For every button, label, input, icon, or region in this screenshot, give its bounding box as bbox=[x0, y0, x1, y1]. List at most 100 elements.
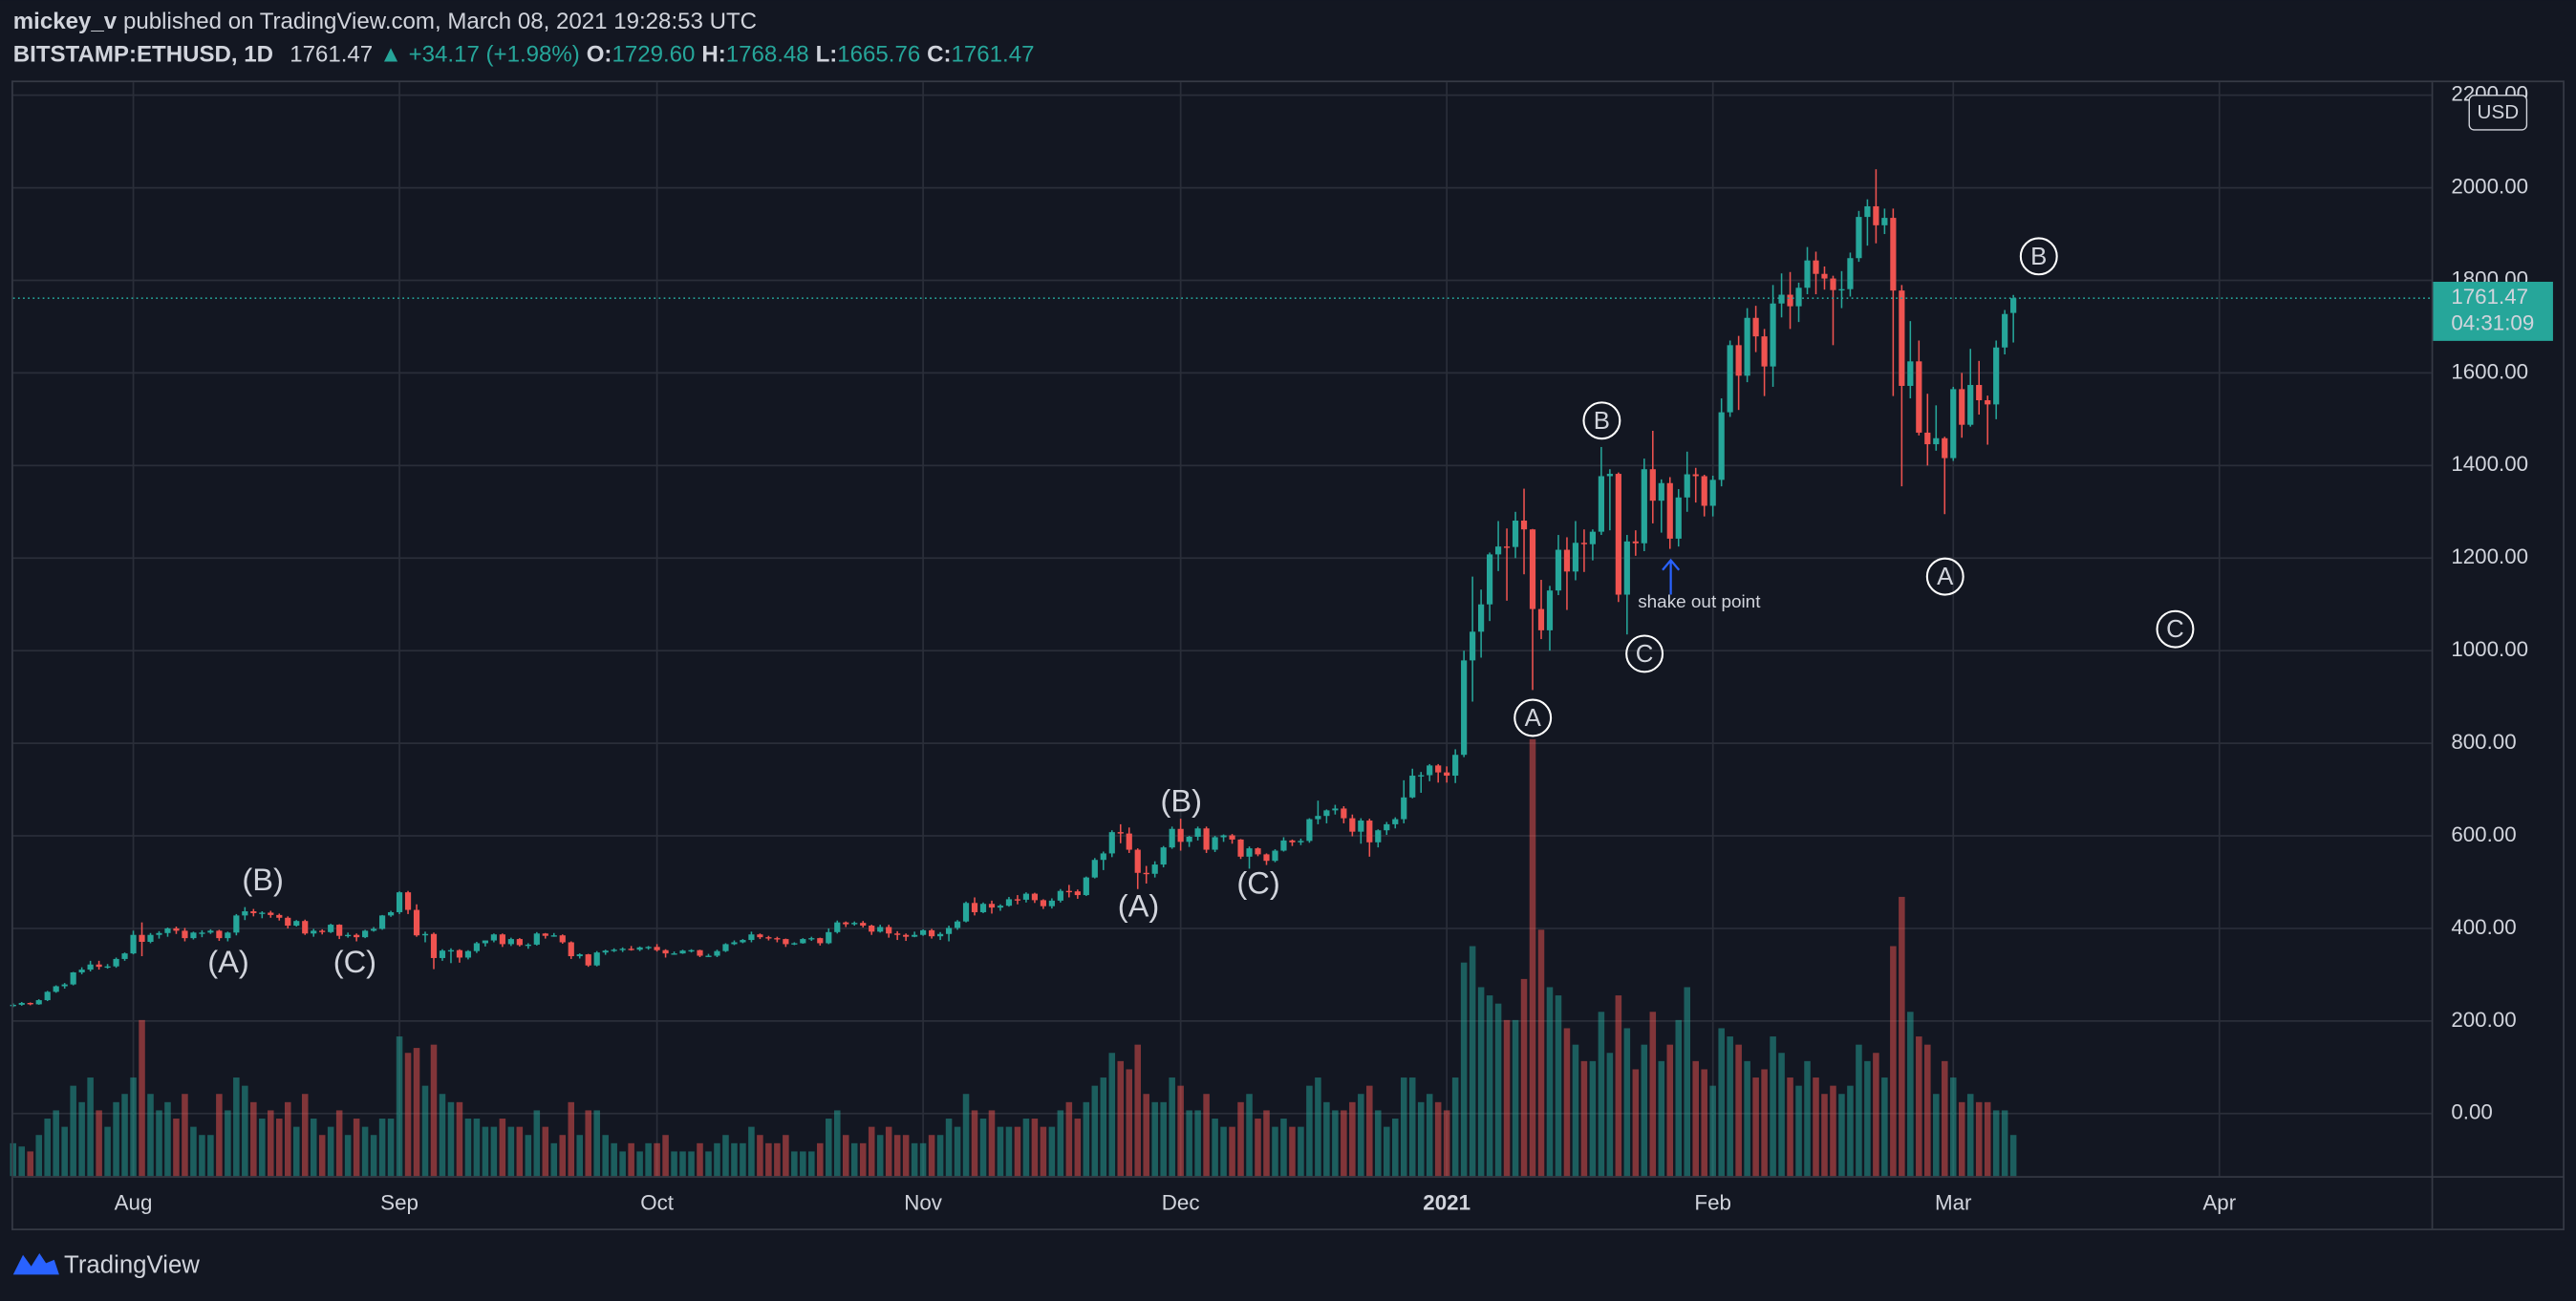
candle-body bbox=[1950, 389, 1957, 459]
candle-body bbox=[903, 934, 910, 937]
volume-bar bbox=[688, 1151, 695, 1177]
candle-body bbox=[1289, 840, 1296, 842]
volume-bar bbox=[1108, 1053, 1116, 1177]
volume-bar bbox=[61, 1126, 68, 1177]
candle-body bbox=[2010, 298, 2017, 313]
candle-body bbox=[988, 904, 996, 908]
volume-bar bbox=[1143, 1094, 1149, 1177]
volume-bar bbox=[1451, 1077, 1459, 1177]
volume-bar bbox=[268, 1110, 274, 1177]
candle-body bbox=[1486, 554, 1493, 605]
volume-bar bbox=[1126, 1069, 1133, 1177]
candle-body bbox=[516, 939, 523, 946]
candle-body bbox=[936, 933, 944, 937]
candle-body bbox=[783, 939, 789, 945]
volume-bar bbox=[1391, 1119, 1399, 1177]
candle-body bbox=[559, 935, 566, 943]
candle-body bbox=[1100, 853, 1106, 861]
volume-bar bbox=[27, 1151, 33, 1177]
candle-body bbox=[216, 930, 223, 939]
volume-bar bbox=[697, 1142, 703, 1177]
wave-label: (B) bbox=[242, 862, 284, 897]
candle-body bbox=[1358, 821, 1364, 832]
candle-body bbox=[920, 929, 927, 935]
candle-body bbox=[765, 937, 772, 939]
volume-bar bbox=[1572, 1044, 1579, 1177]
volume-bar bbox=[361, 1126, 369, 1177]
candle-body bbox=[894, 933, 901, 935]
volume-bar bbox=[842, 1135, 849, 1177]
candle-body bbox=[843, 922, 849, 925]
volume-bar bbox=[1632, 1069, 1640, 1177]
candle-body bbox=[1435, 765, 1442, 773]
candle-body bbox=[1298, 841, 1304, 842]
volume-bar bbox=[585, 1110, 591, 1177]
volume-bar bbox=[1229, 1126, 1235, 1177]
volume-bar bbox=[292, 1126, 300, 1177]
volume-bar bbox=[962, 1094, 970, 1177]
candle-body bbox=[1246, 848, 1253, 857]
candle-body bbox=[1632, 541, 1639, 544]
candle-body bbox=[2002, 313, 2008, 348]
candle-body bbox=[645, 947, 652, 949]
candle-body bbox=[268, 912, 274, 915]
volume-bar bbox=[679, 1151, 686, 1177]
volume-bar bbox=[1512, 1019, 1519, 1177]
candle-body bbox=[190, 932, 197, 939]
candle-body bbox=[1520, 521, 1528, 530]
candle-body bbox=[576, 954, 583, 957]
volume-bar bbox=[207, 1135, 214, 1177]
volume-bar bbox=[1280, 1119, 1287, 1177]
circled-wave-label: A bbox=[1937, 564, 1954, 590]
volume-bar bbox=[826, 1119, 832, 1177]
volume-bar bbox=[44, 1119, 51, 1177]
candle-body bbox=[731, 942, 738, 945]
candle-body bbox=[311, 930, 317, 934]
candle-body bbox=[1580, 543, 1588, 544]
candle-body bbox=[1091, 860, 1098, 878]
volume-bar bbox=[1031, 1119, 1039, 1177]
candle-body bbox=[1074, 891, 1081, 896]
volume-bar bbox=[2001, 1110, 2008, 1177]
candle-body bbox=[1392, 819, 1399, 824]
candle-body bbox=[1332, 808, 1339, 811]
volume-bar bbox=[2009, 1135, 2017, 1177]
candle-body bbox=[1847, 258, 1854, 289]
candle-body bbox=[18, 1002, 25, 1005]
volume-bar bbox=[1384, 1126, 1390, 1177]
y-tick-label: 1600.00 bbox=[2451, 359, 2528, 383]
candle-body bbox=[421, 933, 429, 936]
candle-body bbox=[1641, 469, 1647, 544]
candle-body bbox=[285, 917, 291, 927]
candle-body bbox=[1563, 549, 1571, 572]
volume-bar bbox=[1169, 1077, 1175, 1177]
candle-body bbox=[774, 938, 781, 940]
candle-body bbox=[225, 932, 231, 939]
candle-body bbox=[1040, 900, 1046, 906]
volume-bar bbox=[1083, 1101, 1090, 1177]
volume-bar bbox=[121, 1094, 128, 1177]
candle-body bbox=[1916, 361, 1922, 433]
volume-bar bbox=[1907, 1012, 1914, 1177]
candle-body bbox=[791, 943, 798, 945]
candle-body bbox=[997, 906, 1004, 908]
plot-area bbox=[10, 82, 2432, 1177]
candle-body bbox=[1718, 412, 1725, 480]
candle-body bbox=[1418, 775, 1425, 777]
candle-body bbox=[87, 964, 94, 970]
candle-body bbox=[1470, 631, 1476, 661]
x-tick-label: Nov bbox=[904, 1190, 943, 1214]
candle-body bbox=[954, 921, 961, 928]
volume-bar bbox=[859, 1142, 867, 1177]
candle-body bbox=[1735, 345, 1742, 376]
volume-bar bbox=[1718, 1028, 1725, 1177]
volume-bar bbox=[353, 1119, 360, 1177]
volume-bar bbox=[284, 1101, 291, 1177]
volume-bar bbox=[104, 1126, 111, 1177]
candle-body bbox=[886, 927, 892, 934]
volume-bar bbox=[568, 1101, 575, 1177]
volume-bar bbox=[456, 1101, 463, 1177]
volume-bar bbox=[1975, 1101, 1983, 1177]
change: ▲ +34.17 (+1.98%) bbox=[379, 42, 580, 68]
candle-body bbox=[1427, 765, 1433, 776]
